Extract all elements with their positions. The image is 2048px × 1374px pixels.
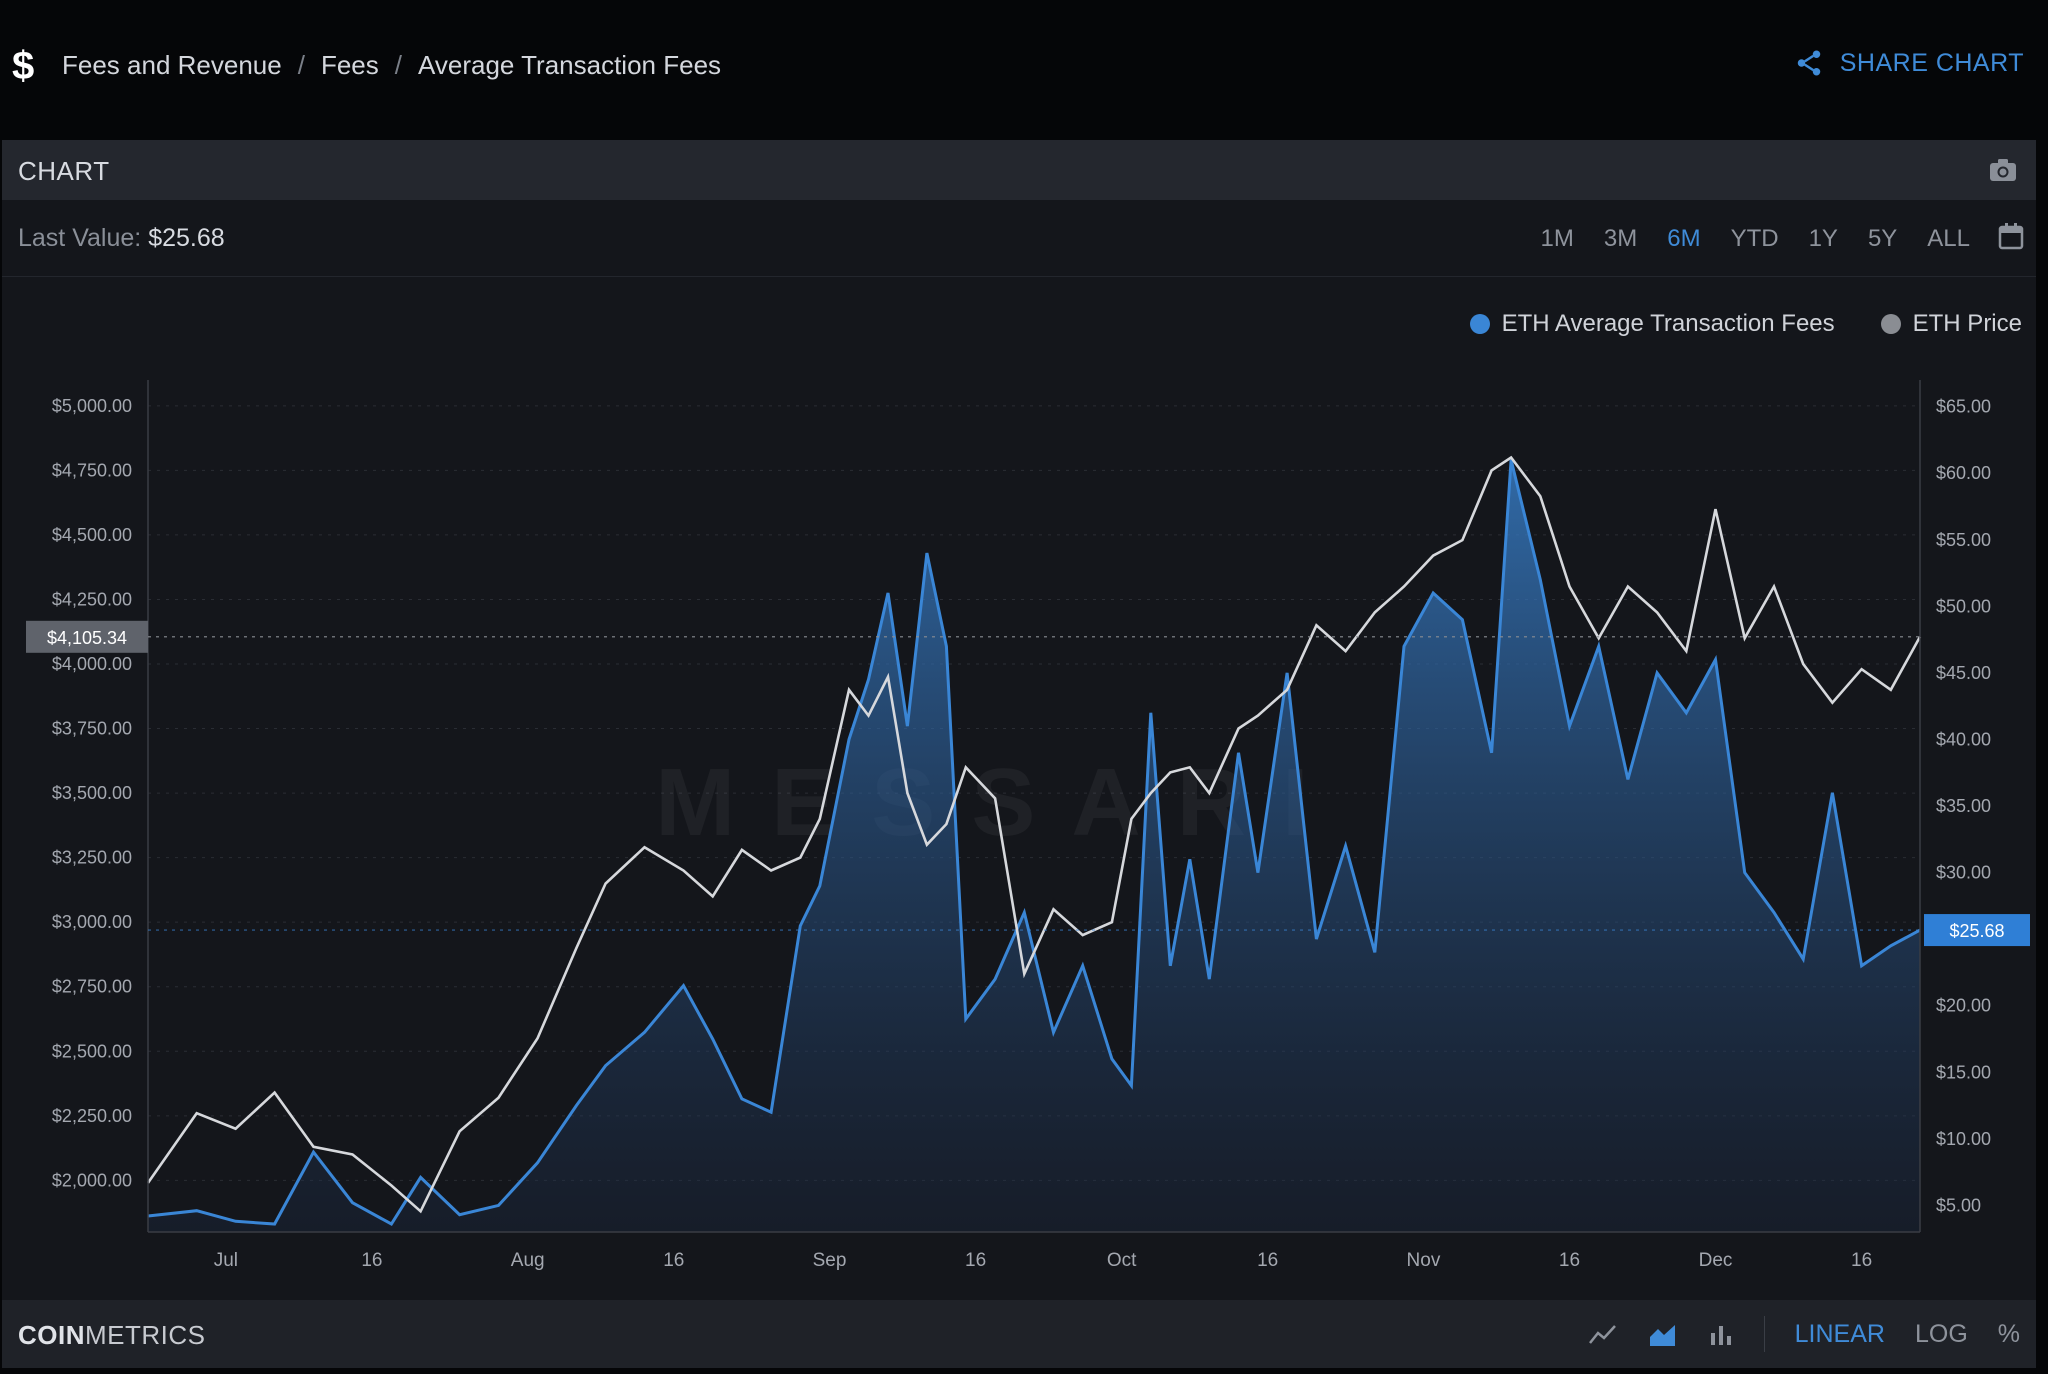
crosshair-price-label: $4,105.34 bbox=[47, 628, 127, 648]
range-1y[interactable]: 1Y bbox=[1808, 224, 1838, 252]
dollar-icon: $ bbox=[12, 44, 35, 88]
x-tick-label: 16 bbox=[361, 1250, 382, 1271]
y-right-tick-label: $40.00 bbox=[1936, 729, 1991, 749]
y-right-tick-label: $5.00 bbox=[1936, 1195, 1981, 1215]
y-right-tick-label: $65.00 bbox=[1936, 397, 1991, 417]
x-tick-label: Jul bbox=[214, 1250, 238, 1271]
y-left-tick-label: $3,500.00 bbox=[52, 783, 132, 803]
coinmetrics-logo: COINMETRICS bbox=[18, 1320, 206, 1350]
y-left-tick-label: $3,250.00 bbox=[52, 848, 132, 868]
range-selector: 1M 3M 6M YTD 1Y 5Y ALL bbox=[1511, 222, 2024, 255]
y-right-tick-label: $45.00 bbox=[1936, 663, 1991, 683]
y-right-tick-label: $15.00 bbox=[1936, 1062, 1991, 1082]
breadcrumb-item-current: Average Transaction Fees bbox=[418, 50, 722, 80]
y-left-tick-label: $5,000.00 bbox=[52, 396, 132, 416]
last-value: Last Value: $25.68 bbox=[18, 224, 225, 253]
fees-series-line bbox=[147, 459, 1921, 1226]
fees-area bbox=[148, 459, 1920, 1232]
x-tick-label: Oct bbox=[1107, 1250, 1137, 1271]
breadcrumb: Fees and Revenue / Fees / Average Transa… bbox=[62, 50, 721, 81]
share-chart-button[interactable]: SHARE CHART bbox=[1794, 48, 2024, 78]
y-left-tick-label: $2,750.00 bbox=[52, 977, 132, 997]
range-5y[interactable]: 5Y bbox=[1867, 224, 1898, 252]
line-chart-icon[interactable] bbox=[1588, 1321, 1618, 1347]
chart-footer: COINMETRICS LINEAR LOG % bbox=[2, 1300, 2036, 1368]
y-right-tick-label: $35.00 bbox=[1936, 796, 1991, 816]
x-tick-label: 16 bbox=[663, 1250, 684, 1271]
x-tick-label: Nov bbox=[1407, 1250, 1441, 1271]
y-left-tick-label: $4,500.00 bbox=[52, 525, 132, 545]
scale-linear[interactable]: LINEAR bbox=[1794, 1319, 1885, 1348]
x-tick-label: 16 bbox=[1257, 1250, 1278, 1271]
range-1m[interactable]: 1M bbox=[1540, 224, 1574, 252]
legend-item-price[interactable]: ETH Price bbox=[1880, 310, 2022, 338]
scale-percent[interactable]: % bbox=[1997, 1319, 2020, 1348]
area-chart-icon[interactable] bbox=[1648, 1321, 1678, 1347]
x-tick-label: 16 bbox=[1851, 1250, 1872, 1271]
y-left-tick-label: $2,000.00 bbox=[52, 1170, 132, 1190]
y-right-tick-label: $60.00 bbox=[1936, 463, 1991, 483]
y-left-tick-label: $3,000.00 bbox=[52, 912, 132, 932]
breadcrumb-item-fees-and-revenue[interactable]: Fees and Revenue bbox=[62, 50, 282, 80]
range-all[interactable]: ALL bbox=[1927, 224, 1970, 252]
chart-panel-header: CHART bbox=[2, 140, 2036, 200]
y-right-tick-label: $20.00 bbox=[1936, 996, 1991, 1016]
panel-title: CHART bbox=[18, 156, 110, 186]
camera-icon[interactable] bbox=[1988, 156, 2018, 189]
last-fees-label: $25.68 bbox=[1949, 921, 2004, 941]
divider bbox=[1763, 1316, 1765, 1352]
scale-log[interactable]: LOG bbox=[1914, 1319, 1968, 1348]
share-chart-label: SHARE CHART bbox=[1839, 48, 2024, 77]
last-value-label: Last Value: bbox=[18, 224, 142, 252]
range-6m[interactable]: 6M bbox=[1667, 224, 1701, 252]
crosshair: $4,105.34 $25.68 bbox=[26, 620, 2030, 947]
y-right-tick-label: $50.00 bbox=[1936, 596, 1991, 616]
x-tick-label: Aug bbox=[511, 1250, 545, 1271]
y-left-tick-label: $2,250.00 bbox=[52, 1106, 132, 1126]
y-right-tick-label: $55.00 bbox=[1936, 530, 1991, 550]
calendar-icon[interactable] bbox=[1998, 222, 2024, 255]
top-bar: $ Fees and Revenue / Fees / Average Tran… bbox=[0, 0, 2048, 138]
legend-label-fees: ETH Average Transaction Fees bbox=[1501, 310, 1835, 337]
legend-dot-price bbox=[1880, 314, 1901, 334]
last-fees-tag bbox=[1924, 914, 2030, 947]
x-tick-label: 16 bbox=[965, 1250, 986, 1271]
watermark: MESSARI bbox=[655, 749, 1344, 856]
crosshair-price-tag bbox=[26, 620, 148, 653]
breadcrumb-separator: / bbox=[297, 50, 305, 80]
y-left-tick-label: $4,250.00 bbox=[52, 589, 132, 609]
legend-label-price: ETH Price bbox=[1912, 310, 2022, 337]
price-series-line bbox=[146, 455, 1922, 1214]
y-right-tick-label: $30.00 bbox=[1936, 863, 1991, 883]
x-tick-label: Dec bbox=[1699, 1250, 1733, 1271]
y-left-tick-label: $4,000.00 bbox=[52, 654, 132, 674]
legend-item-fees[interactable]: ETH Average Transaction Fees bbox=[1469, 310, 1835, 338]
y-right-tick-label: $10.00 bbox=[1936, 1129, 1991, 1149]
chart-toolbar: Last Value: $25.68 1M 3M 6M YTD 1Y 5Y AL… bbox=[2, 200, 2036, 277]
breadcrumb-separator: / bbox=[394, 50, 402, 80]
y-left-tick-label: $4,750.00 bbox=[52, 460, 132, 480]
x-tick-label: Sep bbox=[813, 1250, 847, 1271]
last-value-amount: $25.68 bbox=[148, 224, 225, 252]
chart-controls: LINEAR LOG % bbox=[1558, 1316, 2020, 1352]
breadcrumb-item-fees[interactable]: Fees bbox=[320, 50, 379, 80]
y-left-tick-label: $2,500.00 bbox=[52, 1041, 132, 1061]
share-icon bbox=[1797, 50, 1820, 76]
legend-dot-fees bbox=[1469, 314, 1490, 334]
y-left-tick-label: $3,750.00 bbox=[52, 719, 132, 739]
bar-chart-icon[interactable] bbox=[1708, 1321, 1734, 1347]
chart-legend: ETH Average Transaction Fees ETH Price bbox=[1424, 310, 2022, 338]
x-tick-label: 16 bbox=[1559, 1250, 1580, 1271]
range-ytd[interactable]: YTD bbox=[1730, 224, 1779, 252]
range-3m[interactable]: 3M bbox=[1603, 224, 1638, 252]
